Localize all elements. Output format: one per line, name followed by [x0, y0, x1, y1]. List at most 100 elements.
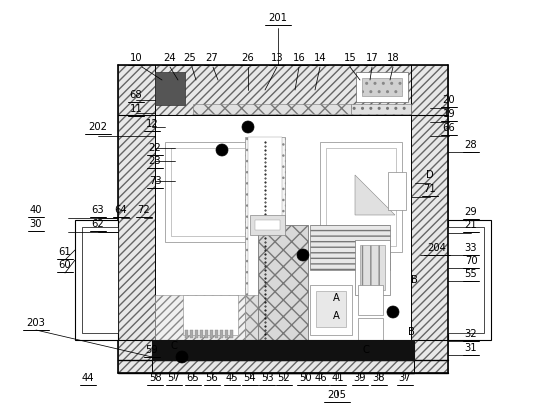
Text: 57: 57 — [167, 373, 180, 383]
Bar — [411, 115, 448, 340]
Text: B: B — [410, 275, 417, 285]
Text: 10: 10 — [130, 53, 143, 63]
Bar — [118, 115, 155, 340]
Text: 53: 53 — [261, 373, 273, 383]
Bar — [358, 285, 383, 315]
Text: 204: 204 — [428, 243, 447, 253]
Text: D: D — [426, 170, 434, 180]
Text: 54: 54 — [244, 373, 256, 383]
Text: 55: 55 — [464, 269, 478, 279]
Bar — [358, 318, 383, 340]
Text: 33: 33 — [464, 243, 478, 253]
Bar — [362, 78, 402, 96]
Text: 65: 65 — [186, 373, 199, 383]
Bar — [448, 220, 491, 340]
Bar — [155, 222, 245, 340]
Text: 59: 59 — [146, 345, 158, 355]
Circle shape — [216, 144, 228, 156]
Bar — [320, 142, 402, 252]
Bar — [155, 295, 245, 340]
Bar — [82, 227, 118, 333]
Text: 12: 12 — [146, 119, 158, 129]
Text: 73: 73 — [149, 176, 162, 186]
Text: 60: 60 — [59, 260, 72, 270]
Text: A: A — [333, 293, 339, 303]
Text: 22: 22 — [149, 143, 162, 153]
Bar — [75, 220, 118, 340]
Bar — [190, 330, 193, 338]
Text: 40: 40 — [30, 205, 42, 215]
Bar — [165, 142, 275, 242]
Bar — [388, 172, 406, 210]
Text: 61: 61 — [59, 247, 72, 257]
Text: 202: 202 — [88, 122, 107, 132]
Bar — [310, 285, 352, 335]
Bar — [200, 330, 203, 338]
Bar — [230, 330, 233, 338]
Text: 11: 11 — [130, 104, 143, 114]
Bar — [310, 225, 390, 270]
Bar — [118, 65, 448, 115]
Text: C: C — [171, 341, 177, 351]
Bar — [220, 330, 223, 338]
Text: 58: 58 — [149, 373, 162, 383]
Text: 46: 46 — [315, 373, 327, 383]
Text: 205: 205 — [327, 390, 346, 400]
Text: 203: 203 — [27, 318, 46, 328]
Circle shape — [242, 121, 254, 133]
Bar — [248, 137, 282, 340]
Bar — [245, 295, 285, 340]
Text: 201: 201 — [268, 13, 287, 23]
Text: 31: 31 — [464, 343, 478, 353]
Text: 27: 27 — [205, 53, 218, 63]
Text: A: A — [333, 311, 339, 321]
Text: 70: 70 — [464, 256, 478, 266]
Bar — [210, 330, 213, 338]
Bar — [155, 72, 185, 105]
Bar — [255, 220, 280, 230]
Circle shape — [387, 306, 399, 318]
Text: C: C — [363, 345, 370, 355]
Text: 14: 14 — [314, 53, 326, 63]
Text: 29: 29 — [464, 207, 478, 217]
Text: 20: 20 — [443, 95, 455, 105]
Text: 72: 72 — [138, 205, 150, 215]
Text: 18: 18 — [386, 53, 399, 63]
Text: 24: 24 — [164, 53, 176, 63]
Bar — [183, 295, 238, 335]
Text: 71: 71 — [424, 184, 436, 194]
Bar — [195, 330, 198, 338]
Text: 66: 66 — [443, 123, 455, 133]
Text: 13: 13 — [270, 53, 283, 63]
Text: 15: 15 — [344, 53, 357, 63]
Text: 38: 38 — [373, 373, 385, 383]
Bar — [171, 148, 269, 236]
Text: 39: 39 — [354, 373, 366, 383]
Bar — [351, 104, 411, 114]
Text: 44: 44 — [82, 373, 94, 383]
Bar — [185, 330, 188, 338]
Text: B: B — [408, 327, 415, 337]
Bar — [215, 330, 218, 338]
Bar — [355, 240, 390, 295]
Bar — [155, 115, 411, 340]
Text: 37: 37 — [399, 373, 411, 383]
Text: 41: 41 — [332, 373, 344, 383]
Bar — [205, 330, 208, 338]
Bar — [193, 104, 351, 114]
Text: 50: 50 — [299, 373, 311, 383]
Bar — [245, 137, 285, 340]
Bar — [356, 72, 408, 102]
Bar — [326, 148, 396, 246]
Text: 32: 32 — [464, 329, 478, 339]
Bar — [360, 245, 385, 290]
Text: 26: 26 — [242, 53, 254, 63]
Text: 28: 28 — [464, 140, 478, 150]
Bar — [118, 340, 448, 373]
Text: 23: 23 — [149, 156, 162, 166]
Text: 25: 25 — [184, 53, 196, 63]
Text: 21: 21 — [464, 220, 478, 230]
Bar — [316, 291, 346, 327]
Text: 63: 63 — [92, 205, 104, 215]
Text: 17: 17 — [366, 53, 378, 63]
